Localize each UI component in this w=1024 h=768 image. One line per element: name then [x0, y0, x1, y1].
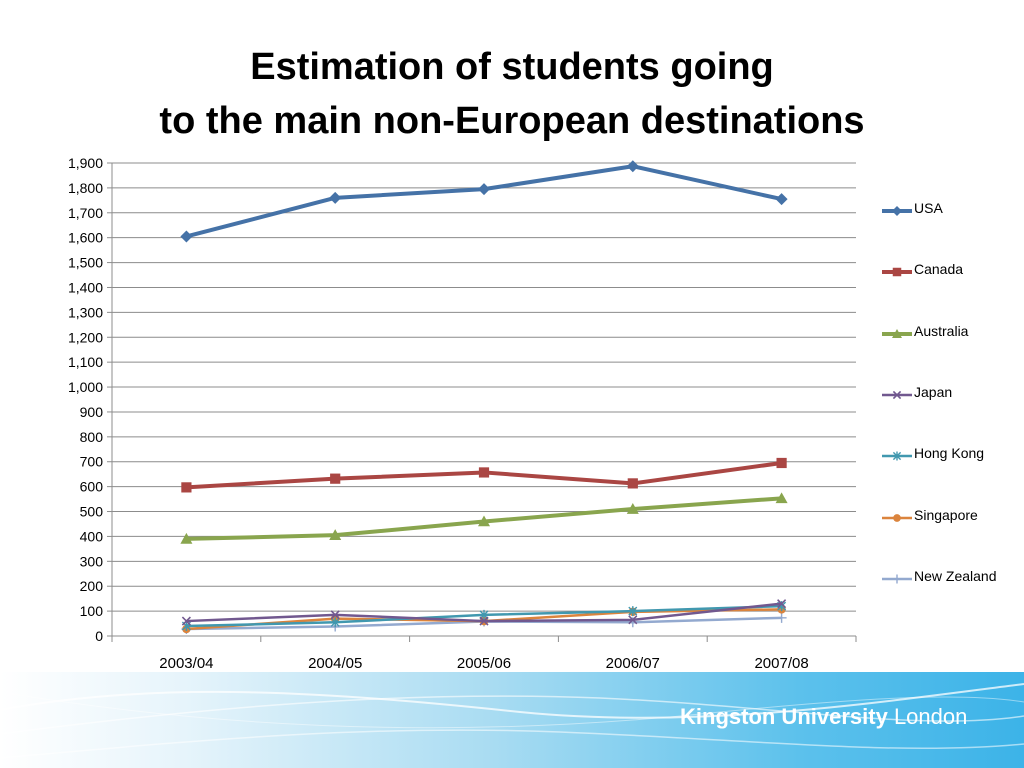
- data-point-australia: [626, 503, 639, 514]
- y-tick-label: 1,700: [68, 205, 103, 221]
- line-chart: 0 100 200 300 400 500 600 700 800 900 1,000 1,100 1,…: [68, 155, 857, 672]
- data-point-hong-kong: [628, 606, 638, 617]
- chart-grid: [112, 162, 856, 612]
- data-point-japan: [479, 616, 489, 626]
- legend-item-hong-kong: Hong Kong: [880, 441, 1020, 481]
- series-canada: [181, 457, 787, 493]
- legend-marker: [892, 574, 902, 584]
- plot-area: [180, 160, 788, 635]
- brand-name: Kingston University: [680, 704, 888, 729]
- y-tick-label: 1,900: [68, 155, 103, 171]
- legend-marker: [892, 268, 902, 277]
- legend-item-canada: Canada: [880, 257, 1020, 297]
- legend-item-new-zealand: New Zealand: [880, 564, 1020, 604]
- x-tick-label: 2006/07: [606, 655, 660, 672]
- legend-item-japan: Japan: [880, 380, 1020, 420]
- legend-marker: [892, 390, 902, 400]
- y-tick-label: 400: [80, 528, 104, 544]
- university-logo: Kingston University London: [680, 704, 967, 730]
- y-tick-label: 1,800: [68, 180, 103, 196]
- legend-swatch: [882, 268, 912, 277]
- footer-banner: Kingston University London: [0, 672, 1024, 768]
- data-point-australia: [478, 515, 490, 527]
- legend-label: New Zealand: [914, 567, 997, 584]
- y-tick-label: 1,500: [68, 255, 103, 271]
- data-point-canada: [776, 457, 787, 469]
- data-point-australia: [180, 532, 193, 544]
- y-tick-label: 300: [80, 553, 104, 569]
- y-tick-label: 1,100: [68, 354, 103, 370]
- data-point-japan: [330, 610, 340, 620]
- x-tick-label: 2007/08: [754, 655, 808, 672]
- y-tick-label: 600: [80, 479, 104, 495]
- y-tick-label: 700: [80, 454, 104, 470]
- data-point-canada: [181, 482, 192, 493]
- data-point-australia: [329, 529, 342, 540]
- data-point-canada: [478, 467, 490, 478]
- legend-label: Australia: [914, 322, 969, 339]
- y-tick-label: 100: [80, 603, 104, 619]
- legend-label: Singapore: [914, 506, 978, 523]
- x-tick-label: 2004/05: [308, 655, 362, 672]
- footer-wave-decoration: [0, 683, 1024, 759]
- y-tick-label: 200: [80, 578, 104, 594]
- data-point-australia: [775, 492, 788, 504]
- series-japan: [181, 599, 787, 626]
- chart-title: Estimation of students going to the main…: [0, 40, 1024, 148]
- y-tick-label: 0: [95, 628, 103, 644]
- data-point-canada: [627, 478, 638, 489]
- data-point-canada: [330, 473, 341, 484]
- legend-swatch: [882, 390, 912, 400]
- legend-item-australia: Australia: [880, 319, 1020, 359]
- x-tick-label: 2005/06: [457, 655, 511, 672]
- data-point-new-zealand: [776, 612, 787, 623]
- brand-city: London: [893, 704, 968, 729]
- chart-title-line-1: Estimation of students going: [250, 46, 774, 88]
- legend-swatch: [882, 513, 912, 522]
- data-point-usa: [329, 191, 342, 204]
- legend-label: Hong Kong: [914, 445, 985, 462]
- legend-item-singapore: Singapore: [880, 503, 1020, 543]
- legend-swatch: [882, 451, 912, 461]
- data-point-japan: [628, 615, 638, 625]
- legend-label: Japan: [914, 383, 953, 400]
- y-tick-label: 500: [80, 504, 104, 520]
- data-point-usa: [626, 160, 639, 173]
- legend-swatch: [882, 328, 912, 338]
- legend-marker: [892, 451, 902, 461]
- legend-swatch: [882, 206, 912, 216]
- legend-label: USA: [914, 200, 943, 216]
- data-point-japan: [181, 616, 191, 626]
- legend-marker: [893, 513, 901, 522]
- legend-item-usa: USA: [880, 196, 1020, 236]
- y-tick-label: 800: [80, 429, 104, 445]
- data-point-usa: [775, 193, 788, 206]
- x-tick-label: 2003/04: [159, 655, 213, 672]
- y-tick-label: 1,000: [68, 379, 103, 395]
- y-axis-ticks: 0 100 200 300 400 500 600 700 800 900 1,000 1,100 1,…: [68, 155, 112, 644]
- legend-label: Canada: [914, 261, 964, 278]
- legend-marker: [892, 206, 902, 216]
- chart-title-line-2: to the main non-European destinations: [159, 100, 865, 142]
- series-line-usa: [185, 164, 783, 239]
- data-point-hong-kong: [330, 617, 340, 628]
- y-tick-label: 1,600: [68, 230, 103, 246]
- data-point-usa: [478, 183, 490, 196]
- y-tick-label: 1,300: [68, 304, 103, 320]
- legend-swatch: [882, 574, 912, 584]
- series-usa: [180, 160, 788, 243]
- y-tick-label: 900: [80, 404, 104, 420]
- data-point-japan: [777, 599, 787, 609]
- x-axis-ticks: 2003/04 2004/05 2005/06 2006/07 2007/08: [111, 636, 857, 672]
- y-tick-label: 1,200: [68, 329, 103, 345]
- chart-axes: [111, 163, 856, 637]
- data-point-usa: [180, 230, 193, 243]
- y-tick-label: 1,400: [68, 279, 103, 295]
- legend-marker: [892, 328, 902, 338]
- series-australia: [180, 492, 788, 544]
